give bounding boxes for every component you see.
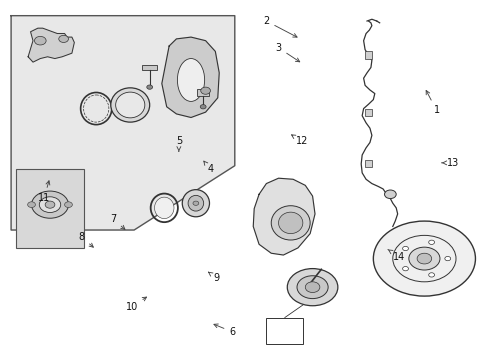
Circle shape: [34, 36, 46, 45]
Bar: [364, 160, 372, 167]
Circle shape: [45, 201, 55, 208]
Ellipse shape: [182, 190, 209, 217]
Polygon shape: [253, 178, 314, 255]
Circle shape: [31, 191, 68, 218]
Circle shape: [193, 201, 199, 205]
Text: 6: 6: [214, 324, 235, 337]
Circle shape: [28, 202, 35, 207]
Bar: [364, 109, 372, 116]
Text: 2: 2: [263, 16, 296, 37]
Ellipse shape: [271, 206, 309, 240]
Ellipse shape: [83, 95, 109, 122]
Ellipse shape: [177, 59, 204, 102]
Circle shape: [428, 273, 434, 277]
Circle shape: [200, 105, 205, 109]
Circle shape: [59, 35, 68, 42]
Text: 7: 7: [110, 214, 124, 229]
Circle shape: [372, 221, 474, 296]
Text: 10: 10: [125, 297, 146, 312]
Bar: [197, 89, 208, 96]
Text: 11: 11: [38, 181, 50, 203]
Circle shape: [416, 253, 431, 264]
Circle shape: [428, 240, 434, 244]
Bar: [364, 51, 372, 59]
Text: 13: 13: [441, 158, 459, 168]
Ellipse shape: [154, 197, 174, 219]
Text: 5: 5: [175, 136, 182, 151]
Text: 1: 1: [425, 90, 439, 115]
Bar: [266, 318, 302, 344]
Text: 12: 12: [291, 135, 307, 147]
Text: 4: 4: [203, 161, 213, 174]
Circle shape: [384, 190, 395, 199]
Circle shape: [287, 269, 337, 306]
Circle shape: [305, 282, 319, 293]
Polygon shape: [162, 37, 219, 117]
Text: 14: 14: [387, 249, 405, 262]
Bar: [16, 169, 84, 248]
Polygon shape: [28, 28, 74, 62]
Text: 9: 9: [208, 272, 220, 283]
Circle shape: [402, 266, 407, 271]
Ellipse shape: [188, 195, 203, 211]
Circle shape: [201, 87, 210, 94]
Circle shape: [296, 276, 327, 298]
Circle shape: [39, 197, 61, 212]
Ellipse shape: [278, 212, 302, 234]
Text: 8: 8: [79, 232, 93, 247]
Text: 3: 3: [275, 43, 299, 62]
Circle shape: [402, 246, 407, 251]
Circle shape: [444, 256, 450, 261]
Circle shape: [408, 247, 439, 270]
Polygon shape: [11, 16, 234, 230]
Ellipse shape: [116, 92, 144, 118]
Bar: [142, 64, 157, 70]
Ellipse shape: [111, 88, 149, 122]
Circle shape: [64, 202, 72, 207]
Circle shape: [146, 85, 152, 89]
